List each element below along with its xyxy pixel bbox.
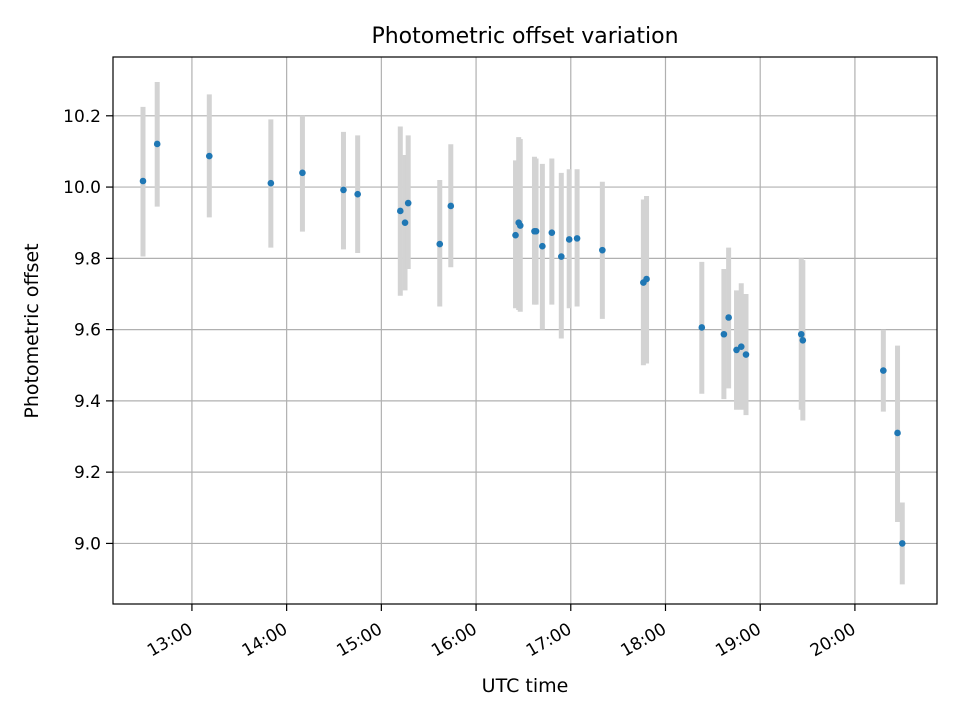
y-tick-label: 10.0 — [63, 178, 101, 198]
data-point — [565, 236, 573, 243]
data-point — [354, 190, 361, 198]
data-point — [548, 229, 556, 236]
data-point — [404, 199, 412, 207]
y-tick-label: 9.4 — [74, 392, 101, 412]
data-point — [340, 186, 347, 194]
data-point — [573, 235, 581, 242]
x-axis-label: UTC time — [482, 675, 569, 697]
data-point — [799, 336, 807, 344]
data-point — [447, 202, 455, 210]
plot-frame — [112, 56, 938, 605]
data-point — [267, 179, 275, 187]
data-point — [396, 207, 404, 215]
y-tick-label: 9.0 — [74, 534, 101, 554]
data-point — [643, 275, 650, 283]
data-point — [725, 314, 732, 321]
data-point — [558, 253, 565, 260]
y-tick-label: 9.8 — [74, 249, 101, 269]
y-tick-label: 10.2 — [63, 107, 101, 127]
data-point — [139, 177, 147, 185]
data-point — [733, 346, 740, 354]
y-tick-label: 9.2 — [74, 463, 101, 483]
data-point — [894, 429, 901, 437]
data-point — [153, 140, 161, 148]
data-point — [720, 330, 728, 338]
data-point — [532, 227, 540, 235]
data-point — [898, 540, 906, 547]
data-point — [401, 219, 409, 227]
data-points — [139, 140, 906, 547]
data-point — [797, 330, 805, 338]
data-point — [742, 351, 750, 358]
data-point — [599, 246, 606, 254]
data-point — [516, 222, 524, 229]
y-tick-label: 9.6 — [74, 321, 101, 341]
data-point — [299, 169, 306, 177]
data-point — [539, 242, 546, 250]
data-point — [737, 343, 745, 351]
data-point — [698, 324, 706, 331]
y-axis-label: Photometric offset — [21, 243, 43, 418]
data-point — [436, 240, 444, 248]
chart-title: Photometric offset variation — [371, 24, 678, 49]
data-point — [205, 152, 213, 160]
data-point — [512, 231, 519, 239]
data-point — [880, 367, 887, 374]
